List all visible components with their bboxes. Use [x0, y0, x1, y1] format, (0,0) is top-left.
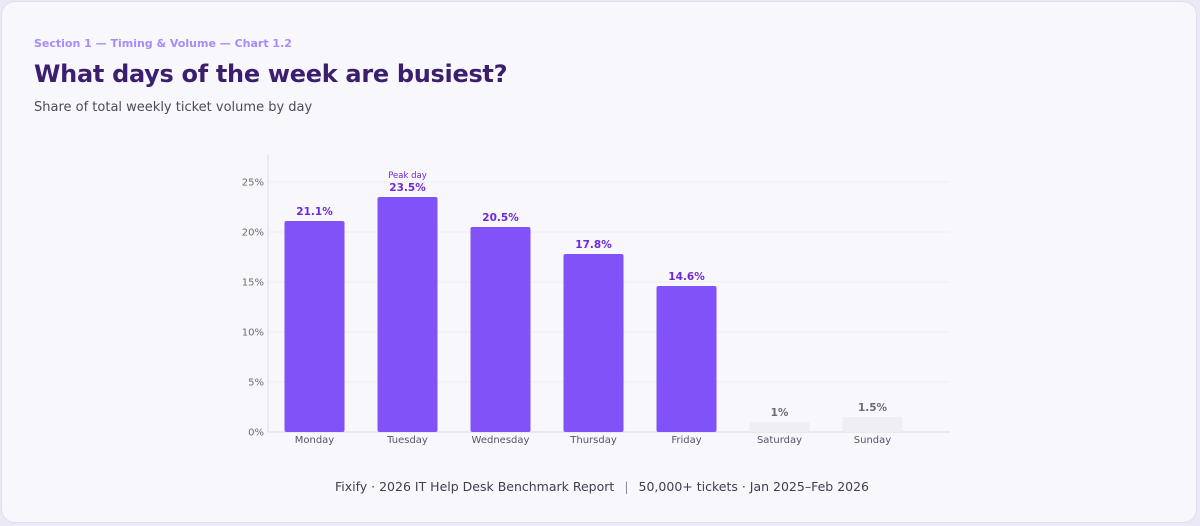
footer: Fixify · 2026 IT Help Desk Benchmark Rep…	[2, 479, 1200, 494]
peak-day-annotation: Peak day	[388, 171, 427, 181]
x-tick-label: Sunday	[854, 435, 891, 446]
y-tick-label: 15%	[242, 278, 264, 289]
bar	[563, 254, 624, 432]
x-tick-label: Friday	[671, 435, 701, 446]
y-tick-label: 5%	[248, 378, 264, 389]
y-tick-label: 25%	[242, 178, 264, 189]
bar	[749, 422, 810, 432]
data-label: 1%	[771, 407, 789, 419]
bar	[377, 197, 438, 432]
data-label: 14.6%	[668, 271, 705, 283]
chart-subtitle: Share of total weekly ticket volume by d…	[34, 100, 313, 115]
bar	[656, 286, 717, 432]
y-tick-label: 10%	[242, 328, 264, 339]
footer-separator: |	[624, 479, 629, 494]
y-tick-label: 20%	[242, 228, 264, 239]
y-tick-label: 0%	[248, 428, 264, 439]
section-kicker: Section 1 — Timing & Volume — Chart 1.2	[34, 37, 292, 50]
bar	[470, 227, 531, 432]
x-tick-label: Monday	[295, 435, 335, 446]
data-label: 17.8%	[575, 239, 612, 251]
chart-title: What days of the week are busiest?	[34, 60, 508, 88]
x-tick-label: Thursday	[569, 435, 617, 446]
bar	[284, 221, 345, 432]
footer-sample: 50,000+ tickets · Jan 2025–Feb 2026	[638, 479, 869, 494]
x-tick-label: Wednesday	[472, 435, 530, 446]
x-tick-label: Tuesday	[386, 435, 428, 446]
data-label: 20.5%	[482, 212, 519, 224]
data-label: 23.5%	[389, 182, 426, 194]
data-label: 21.1%	[296, 206, 333, 218]
bar	[842, 417, 903, 432]
x-tick-label: Saturday	[757, 435, 802, 446]
footer-source: Fixify · 2026 IT Help Desk Benchmark Rep…	[334, 479, 615, 494]
data-label: 1.5%	[858, 402, 888, 414]
